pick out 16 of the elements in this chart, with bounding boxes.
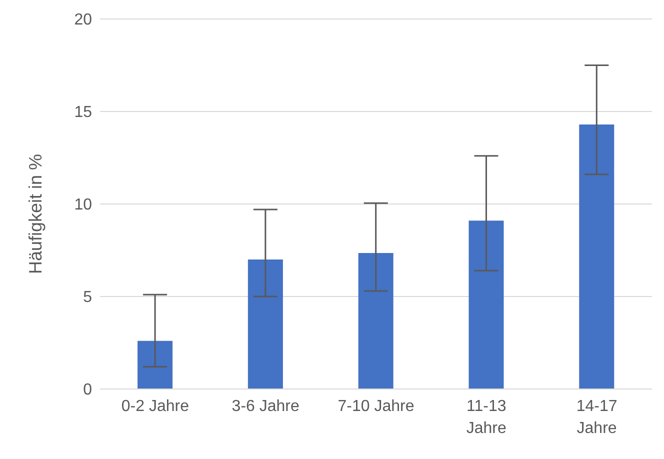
x-tick-label: 11-13 Jahre bbox=[466, 398, 507, 437]
bar bbox=[138, 340, 173, 389]
bar bbox=[358, 253, 394, 389]
y-axis-title: Häufigkeit in % bbox=[25, 154, 46, 274]
x-tick-label: 0-2 Jahre bbox=[121, 398, 190, 415]
y-tick-label: 0 bbox=[83, 382, 92, 399]
y-tick-label: 5 bbox=[83, 289, 92, 306]
bar bbox=[468, 220, 504, 389]
bar bbox=[579, 124, 614, 389]
x-tick-label: 3-6 Jahre bbox=[232, 398, 300, 415]
bar bbox=[248, 260, 283, 389]
x-tick-label: 7-10 Jahre bbox=[338, 398, 414, 415]
y-tick-label: 20 bbox=[74, 12, 92, 29]
x-tick-label: 14-17 Jahre bbox=[576, 398, 618, 437]
y-tick-label: 15 bbox=[74, 104, 92, 122]
y-tick-label: 10 bbox=[74, 196, 92, 214]
